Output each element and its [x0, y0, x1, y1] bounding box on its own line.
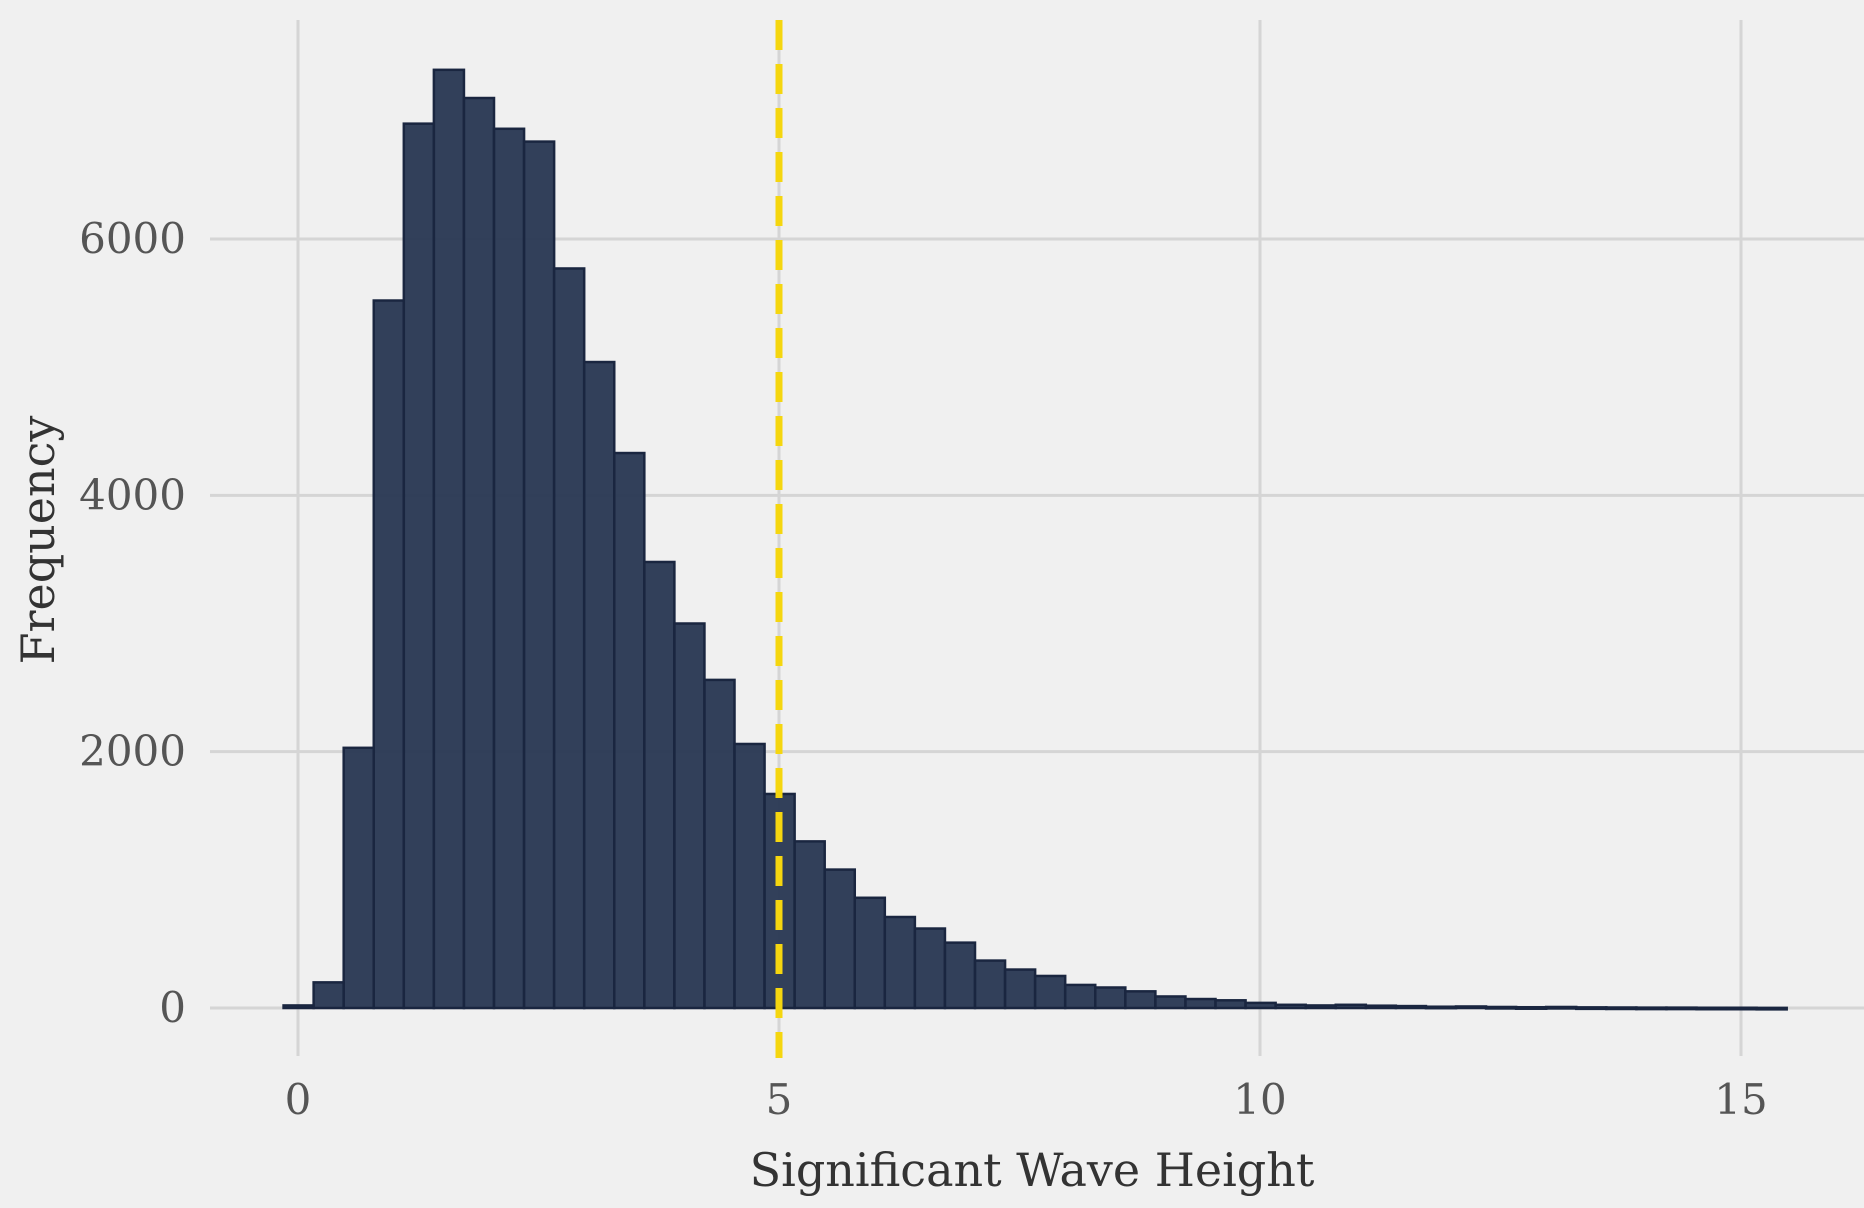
histogram-bar: [973, 959, 1007, 1010]
histogram-bar: [282, 1004, 315, 1010]
histogram-bar: [883, 915, 917, 1010]
histogram-bar: [492, 127, 526, 1010]
histogram-bar: [1214, 999, 1247, 1010]
y-tick-label: 2000: [79, 727, 186, 776]
histogram-bar: [793, 840, 826, 1010]
histogram-bar: [582, 360, 616, 1010]
histogram-bar: [1544, 1005, 1578, 1010]
histogram-bar: [613, 451, 646, 1010]
x-tick-label: 5: [766, 1075, 793, 1124]
histogram-bar: [342, 746, 376, 1010]
histogram-bar: [552, 267, 586, 1010]
histogram-bar: [1184, 997, 1217, 1010]
histogram-bar: [1304, 1004, 1338, 1010]
histogram-bar: [402, 122, 436, 1010]
histogram-bar: [703, 678, 736, 1010]
histogram-bar: [1484, 1005, 1518, 1010]
x-axis-title: Significant Wave Height: [750, 1143, 1315, 1197]
histogram-bar: [1094, 986, 1127, 1010]
histogram-bar: [1394, 1004, 1428, 1010]
x-tick-label: 0: [285, 1075, 312, 1124]
histogram-bar: [1454, 1005, 1488, 1010]
y-tick-label: 4000: [79, 470, 186, 519]
histogram-bar: [643, 560, 676, 1010]
histogram-bar: [1274, 1003, 1307, 1010]
histogram-bar: [1514, 1005, 1548, 1010]
histogram-bar: [372, 299, 406, 1010]
histogram-bar: [673, 622, 706, 1010]
histogram-bar: [1244, 1001, 1277, 1010]
histogram-bar: [1124, 990, 1157, 1010]
histogram-bar: [1635, 1006, 1668, 1011]
x-tick-label: 10: [1233, 1075, 1286, 1124]
histogram-bar: [1334, 1003, 1368, 1010]
histogram-bar: [1725, 1006, 1758, 1011]
histogram-bar: [432, 68, 466, 1010]
histogram-bar: [1575, 1006, 1608, 1011]
histogram-bar: [1154, 995, 1187, 1010]
histogram-bar: [733, 742, 766, 1010]
histogram-bar: [1755, 1006, 1788, 1011]
histogram-bar: [1605, 1006, 1638, 1011]
y-axis-ticks: 0 2000 4000 6000: [79, 214, 186, 1032]
y-axis-title: Frequency: [11, 416, 65, 665]
histogram-bar: [312, 981, 345, 1010]
histogram-bar: [1424, 1005, 1458, 1010]
histogram-bar: [1003, 968, 1037, 1010]
y-tick-label: 0: [159, 983, 186, 1032]
histogram-bar: [1033, 974, 1067, 1010]
histogram-bar: [1364, 1004, 1398, 1010]
histogram-bars: [282, 68, 1788, 1011]
histogram-bar: [1695, 1006, 1728, 1011]
histogram-bar: [462, 96, 496, 1010]
x-tick-label: 15: [1714, 1075, 1767, 1124]
histogram-bar: [1063, 983, 1097, 1010]
histogram-bar: [853, 896, 887, 1010]
histogram-bar: [913, 927, 947, 1010]
x-axis-ticks: 0 5 10 15: [285, 1075, 1768, 1124]
histogram-bar: [943, 941, 977, 1010]
histogram-bar: [522, 140, 556, 1010]
histogram-bar: [1665, 1006, 1698, 1011]
histogram-bar: [823, 868, 857, 1010]
y-tick-label: 6000: [79, 214, 186, 263]
